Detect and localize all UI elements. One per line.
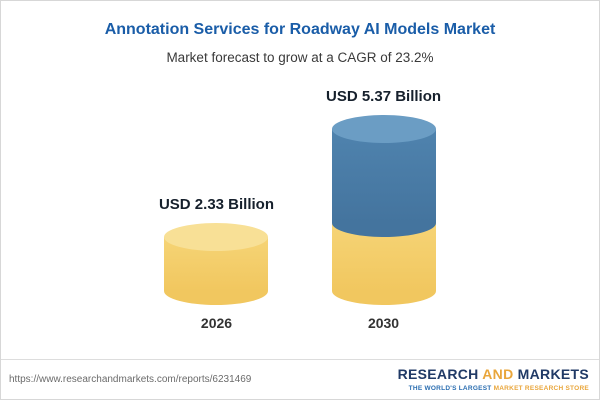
tagline-left: THE WORLD'S LARGEST <box>408 384 494 392</box>
research-and-markets-logo: RESEARCH AND MARKETS THE WORLD'S LARGEST… <box>398 367 589 392</box>
logo-word-markets: MARKETS <box>513 366 589 383</box>
bar-chart: USD 2.33 Billion 2026 USD 5.37 Billion 2… <box>1 73 599 331</box>
logo-wordmark: RESEARCH AND MARKETS <box>398 367 589 382</box>
tagline-right: MARKET RESEARCH STORE <box>493 384 589 392</box>
footer-bar: https://www.researchandmarkets.com/repor… <box>1 359 599 399</box>
report-url: https://www.researchandmarkets.com/repor… <box>9 374 252 385</box>
category-label-2026: 2026 <box>200 315 233 331</box>
chart-header: Annotation Services for Roadway AI Model… <box>1 1 599 65</box>
cylinder-top-face <box>164 223 269 251</box>
bar-group-2026: USD 2.33 Billion 2026 <box>159 196 274 331</box>
category-label-2030: 2030 <box>367 315 400 331</box>
value-label-2026: USD 2.33 Billion <box>158 196 274 213</box>
logo-word-research: RESEARCH <box>397 366 483 383</box>
logo-word-and: AND <box>482 366 514 383</box>
bar-2026 <box>164 223 269 305</box>
growth-segment-2030 <box>331 129 436 223</box>
chart-title: Annotation Services for Roadway AI Model… <box>104 21 496 38</box>
value-label-2030: USD 5.37 Billion <box>326 88 442 105</box>
logo-tagline: THE WORLD'S LARGEST MARKET RESEARCH STOR… <box>398 385 589 392</box>
cylinder-top-face <box>331 115 436 143</box>
chart-subtitle: Market forecast to grow at a CAGR of 23.… <box>166 50 434 65</box>
bar-group-2030: USD 5.37 Billion 2030 <box>326 88 441 331</box>
bar-2030 <box>331 115 436 305</box>
